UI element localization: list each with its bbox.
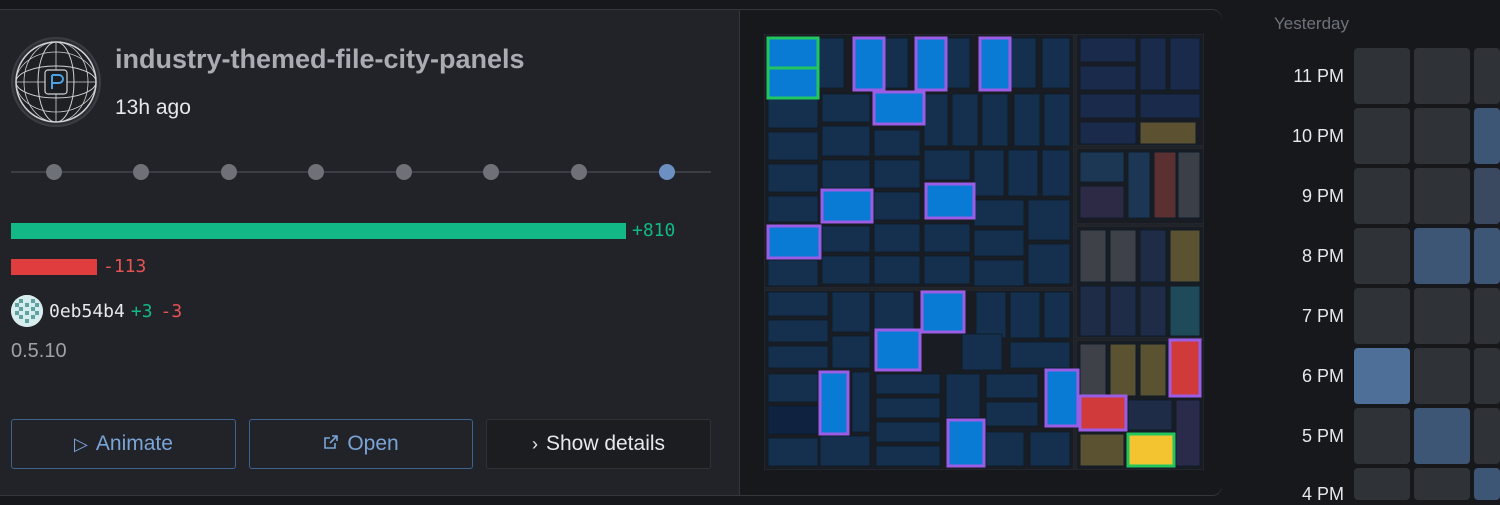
heatmap-cell[interactable]: [1354, 48, 1410, 104]
heatmap-header: Yesterday: [1274, 14, 1349, 33]
timeline-point[interactable]: [483, 164, 499, 180]
open-button-label: Open: [347, 432, 399, 455]
hour-label: 4 PM: [1301, 484, 1344, 504]
heatmap-cell[interactable]: [1414, 408, 1470, 464]
heatmap-cell[interactable]: [1414, 468, 1470, 500]
commit-deletions: -3: [160, 300, 183, 322]
chevron-right-icon: ›: [531, 433, 538, 454]
repo-time-ago: 13h ago: [115, 96, 191, 119]
hour-label: 6 PM: [1301, 366, 1344, 386]
show-details-label: Show details: [545, 432, 666, 455]
version-label: 0.5.10: [11, 340, 67, 362]
hour-label: 9 PM: [1301, 186, 1344, 206]
timeline-point-active[interactable]: [659, 164, 675, 180]
file-city-pane: [739, 10, 1222, 495]
city-highlight-modified[interactable]: [766, 36, 1080, 468]
commit-additions: +3: [130, 300, 153, 322]
heatmap-cell[interactable]: [1414, 348, 1470, 404]
commit-author-avatar: [11, 295, 43, 327]
heatmap-cell[interactable]: [1354, 348, 1410, 404]
heatmap-cell[interactable]: [1474, 48, 1500, 104]
heatmap-cell[interactable]: [1474, 348, 1500, 404]
city-building: [1127, 151, 1151, 219]
deletions-bar: [11, 259, 98, 275]
timeline-point[interactable]: [308, 164, 324, 180]
repo-info-pane: industry-themed-file-city-panels 13h ago…: [0, 10, 729, 495]
open-button[interactable]: Open: [249, 419, 473, 469]
hour-label: 10 PM: [1291, 126, 1344, 146]
city-building: [1079, 185, 1125, 219]
hour-label: 11 PM: [1293, 66, 1344, 86]
heatmap-cell[interactable]: [1414, 48, 1470, 104]
city-buildings: [1079, 229, 1201, 337]
additions-count: +810: [632, 220, 676, 241]
commit-timeline: [11, 164, 711, 180]
additions-bar: [11, 223, 626, 239]
timeline-point[interactable]: [46, 164, 62, 180]
city-building: [767, 405, 819, 435]
heatmap-cell[interactable]: [1414, 168, 1470, 224]
city-building: [1177, 151, 1201, 219]
heatmap-cell[interactable]: [1354, 288, 1410, 344]
city-building: [1153, 151, 1177, 219]
hour-label: 8 PM: [1301, 246, 1344, 266]
heatmap-cell[interactable]: [1354, 228, 1410, 284]
repo-title[interactable]: industry-themed-file-city-panels: [115, 44, 525, 74]
heatmap-cell[interactable]: [1354, 108, 1410, 164]
heatmap-cell[interactable]: [1354, 468, 1410, 500]
city-highlight-deleted[interactable]: [1078, 338, 1202, 432]
heatmap-cell[interactable]: [1474, 228, 1500, 284]
heatmap-cell[interactable]: [1414, 288, 1470, 344]
timeline-point[interactable]: [133, 164, 149, 180]
heatmap-cell[interactable]: [1354, 408, 1410, 464]
identicon-icon: [11, 295, 43, 327]
deletions-count: -113: [103, 256, 147, 277]
animate-button-label: Animate: [95, 432, 173, 455]
city-buildings: [767, 37, 1071, 287]
heatmap-cell[interactable]: [1474, 168, 1500, 224]
heatmap-cell[interactable]: [1474, 288, 1500, 344]
commit-row[interactable]: 0eb54b4 +3 -3: [11, 295, 182, 327]
timeline-point[interactable]: [396, 164, 412, 180]
commit-hash[interactable]: 0eb54b4: [49, 300, 125, 322]
repo-card: industry-themed-file-city-panels 13h ago…: [0, 9, 1222, 496]
city-building: [1079, 151, 1125, 183]
file-city-map[interactable]: [764, 34, 1204, 470]
timeline-point[interactable]: [221, 164, 237, 180]
heatmap-cell[interactable]: [1414, 108, 1470, 164]
city-building: [1139, 121, 1197, 145]
external-link-icon: [323, 434, 339, 455]
show-details-button[interactable]: › Show details: [486, 419, 711, 469]
hour-label: 7 PM: [1301, 306, 1344, 326]
city-highlight-added[interactable]: [766, 36, 1176, 468]
globe-logo-icon: [15, 41, 97, 123]
animate-button[interactable]: ▷ Animate: [11, 419, 236, 469]
timeline-point[interactable]: [571, 164, 587, 180]
city-buildings: [1079, 37, 1201, 145]
heatmap-cell[interactable]: [1474, 408, 1500, 464]
city-buildings: [1079, 343, 1201, 467]
play-icon: ▷: [74, 433, 88, 454]
hour-label: 5 PM: [1301, 426, 1344, 446]
heatmap-cell[interactable]: [1354, 168, 1410, 224]
heatmap-cell[interactable]: [1414, 228, 1470, 284]
heatmap-cell[interactable]: [1474, 108, 1500, 164]
heatmap-cell[interactable]: [1474, 468, 1500, 500]
repo-avatar: [11, 37, 101, 127]
